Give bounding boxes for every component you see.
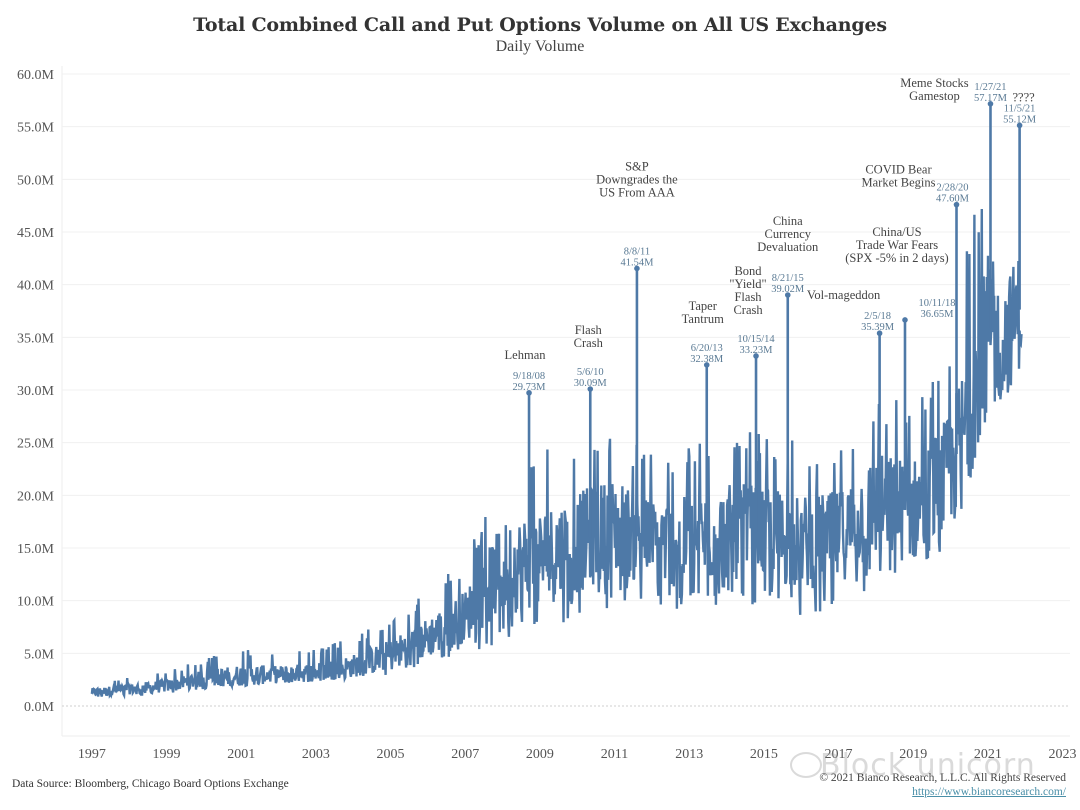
annotation-value: 35.39M	[861, 322, 895, 333]
annotation-label: Vol-mageddon	[807, 288, 881, 302]
spike-marker	[587, 386, 594, 392]
x-tick-label: 2013	[675, 747, 703, 762]
y-tick-label: 55.0M	[17, 121, 55, 136]
annotation-value: 29.73M	[513, 382, 547, 393]
spike-marker	[784, 292, 791, 298]
annotation-date: 2/28/20	[936, 183, 968, 194]
x-tick-label: 2007	[451, 747, 479, 762]
copyright: © 2021 Bianco Research, L.L.C. All Right…	[819, 772, 1066, 784]
spike-marker	[902, 317, 908, 323]
annotation-label: Crash	[574, 336, 604, 350]
annotation-label: Trade War Fears	[856, 238, 938, 252]
annotation-label: Downgrades the	[596, 172, 678, 186]
source-link[interactable]: https://www.biancoresearch.com/	[912, 786, 1066, 798]
annotation-label: Crash	[733, 303, 763, 317]
spike-marker	[526, 390, 532, 396]
chart-title: Total Combined Call and Put Options Volu…	[193, 14, 887, 36]
annotation-value: 32.38M	[690, 354, 724, 365]
annotation-label: "Yield"	[729, 277, 766, 291]
x-tick-label: 2019	[899, 747, 927, 762]
annotation-date: 10/15/14	[737, 334, 775, 345]
annotation-label: China/US	[872, 225, 921, 239]
x-tick-label: 2011	[601, 747, 628, 762]
annotation-date: 9/18/08	[513, 371, 545, 382]
annotation-label: (SPX -5% in 2 days)	[845, 251, 948, 265]
y-tick-label: 25.0M	[17, 437, 55, 452]
annotation-label: Flash	[575, 323, 603, 337]
series-line	[90, 208, 1023, 700]
y-tick-label: 15.0M	[17, 542, 55, 557]
x-axis: 1997 1999 2001 2003 2005 2007 2009 2011 2013 2015…	[78, 747, 1077, 762]
y-tick-label: 45.0M	[17, 226, 55, 241]
annotation-value: 47.60M	[936, 194, 970, 205]
spike-marker	[876, 330, 883, 337]
y-tick-label: 60.0M	[17, 68, 55, 83]
annotation-value: 33.23M	[740, 345, 774, 356]
annotation-label: Devaluation	[757, 240, 819, 254]
x-tick-label: 1999	[153, 747, 181, 762]
annotation-value: 57.17M	[974, 93, 1008, 104]
spike-marker	[753, 353, 759, 359]
spike-marker	[703, 362, 710, 368]
annotation-value: 36.65M	[921, 309, 955, 320]
annotation-value: 41.54M	[620, 257, 654, 268]
spike-marker	[953, 201, 960, 208]
annotation-date: 11/5/21	[1004, 103, 1036, 114]
annotation-label: Bond	[734, 264, 762, 278]
annotation-label: Tantrum	[682, 312, 724, 326]
annotation-label: Market Begins	[862, 176, 936, 190]
spike-marker	[1016, 122, 1023, 129]
annotation-label: US From AAA	[599, 185, 675, 199]
spike-marker	[987, 101, 994, 107]
x-tick-label: 2015	[750, 747, 778, 762]
y-tick-label: 30.0M	[17, 384, 55, 399]
annotations: 9/18/0829.73MLehman5/6/1030.09MFlashCras…	[505, 76, 1037, 562]
annotation-label: ????	[1012, 90, 1035, 104]
y-tick-label: 10.0M	[17, 595, 55, 610]
annotation-value: 55.12M	[1003, 114, 1037, 125]
annotation-label: Lehman	[505, 348, 547, 362]
annotation-value: 30.09M	[574, 378, 608, 389]
annotation-value: 39.02M	[771, 284, 805, 295]
chart-subtitle: Daily Volume	[495, 38, 585, 55]
data-source: Data Source: Bloomberg, Chicago Board Op…	[12, 778, 289, 790]
y-axis: 0.0M 5.0M 10.0M 15.0M 20.0M 25.0M 30.0M 35.0M 40…	[17, 68, 55, 715]
annotation-label: Currency	[765, 227, 812, 241]
annotation-date: 2/5/18	[864, 311, 891, 322]
annotation-label: S&P	[625, 159, 649, 173]
spike-marker	[634, 265, 640, 272]
annotation-label: Taper	[689, 299, 718, 313]
annotation-date: 1/27/21	[974, 82, 1006, 93]
annotation-label: Gamestop	[909, 89, 960, 103]
annotation-label: Meme Stocks	[900, 76, 969, 90]
annotation-label: Flash	[734, 290, 762, 304]
y-tick-label: 5.0M	[24, 647, 55, 662]
x-tick-label: 2017	[825, 747, 853, 762]
y-tick-label: 40.0M	[17, 279, 55, 294]
y-tick-label: 35.0M	[17, 331, 55, 346]
y-tick-label: 20.0M	[17, 489, 55, 504]
x-tick-label: 1997	[78, 747, 106, 762]
x-tick-label: 2001	[227, 747, 255, 762]
annotation-date: 5/6/10	[577, 367, 604, 378]
annotation-label: COVID Bear	[865, 163, 932, 177]
volume-series	[90, 208, 1023, 700]
x-tick-label: 2023	[1049, 747, 1077, 762]
annotation-date: 10/11/18	[919, 298, 956, 309]
x-tick-label: 2021	[974, 747, 1002, 762]
annotation-date: 8/21/15	[772, 273, 804, 284]
wechat-watermark-icon	[790, 752, 822, 778]
watermark: Block unicorn	[820, 748, 1036, 783]
annotation-label: China	[773, 214, 803, 228]
x-tick-label: 2009	[526, 747, 554, 762]
x-tick-label: 2005	[377, 747, 405, 762]
annotation-date: 8/8/11	[624, 246, 650, 257]
x-tick-label: 2003	[302, 747, 330, 762]
annotation-date: 6/20/13	[691, 343, 723, 354]
y-tick-label: 50.0M	[17, 173, 55, 188]
y-tick-label: 0.0M	[24, 700, 55, 715]
